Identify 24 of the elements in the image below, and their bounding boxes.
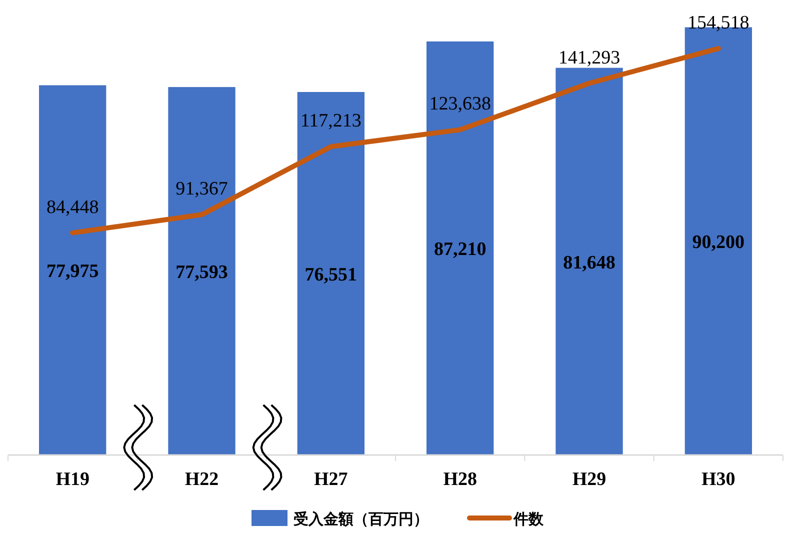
data-label: 76,551 [304, 264, 358, 286]
data-label: 141,293 [558, 47, 620, 68]
data-label: 84,448 [46, 196, 99, 218]
bar [556, 68, 623, 455]
legend-label: 受入金額（百万円） [292, 510, 428, 528]
x-tick-label: H28 [443, 469, 477, 490]
data-label: 77,593 [176, 262, 228, 284]
x-tick-label: H29 [572, 469, 606, 490]
bar [39, 85, 106, 455]
x-tick-label: H27 [314, 469, 348, 490]
data-label: 87,210 [434, 239, 486, 260]
data-label: 117,213 [300, 110, 362, 132]
data-label: 77,975 [46, 261, 99, 282]
bar [168, 87, 236, 455]
data-label: 81,648 [563, 252, 616, 274]
data-label: 91,367 [176, 178, 228, 200]
x-tick-label: H30 [702, 469, 736, 490]
x-tick-label: H19 [56, 469, 90, 490]
x-tick-label: H22 [184, 469, 219, 490]
data-label: 90,200 [692, 232, 745, 254]
bar [297, 92, 364, 455]
bar [426, 41, 494, 455]
data-label: 123,638 [429, 94, 491, 115]
legend-label: 件数 [512, 510, 544, 528]
